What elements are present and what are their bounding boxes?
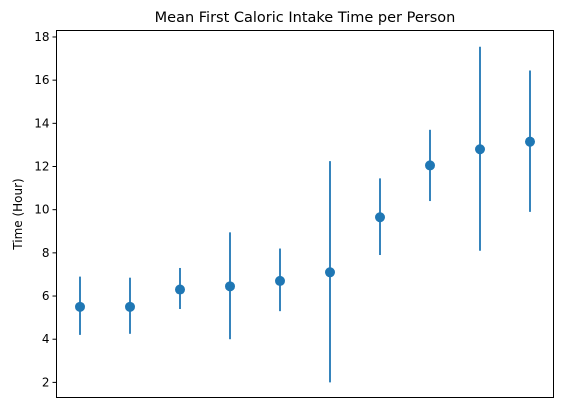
plot-frame [56, 30, 554, 398]
y-axis-ticks: 2 4 6 8 10 12 14 16 18 [34, 30, 57, 389]
data-point [425, 160, 435, 171]
data-point [125, 301, 135, 312]
y-tick-label: 14 [34, 116, 49, 130]
y-tick-label: 10 [34, 203, 49, 217]
marker-layer [75, 136, 535, 312]
data-point [175, 284, 185, 295]
y-tick-label: 18 [34, 30, 49, 44]
data-point [75, 301, 85, 312]
data-point [475, 144, 485, 155]
data-point [525, 136, 535, 147]
y-tick-label: 16 [34, 73, 49, 87]
y-axis-label: Time (Hour) [11, 178, 25, 250]
data-point [325, 267, 335, 278]
data-point [375, 212, 385, 223]
y-tick-label: 2 [42, 375, 50, 389]
y-tick-label: 8 [42, 246, 50, 260]
errorbar-layer [79, 46, 531, 383]
data-point [275, 275, 285, 286]
y-tick-label: 4 [42, 332, 50, 346]
y-tick-label: 12 [34, 160, 49, 174]
chart-title: Mean First Caloric Intake Time per Perso… [155, 10, 456, 26]
y-tick-label: 6 [42, 289, 50, 303]
data-point [225, 281, 235, 292]
